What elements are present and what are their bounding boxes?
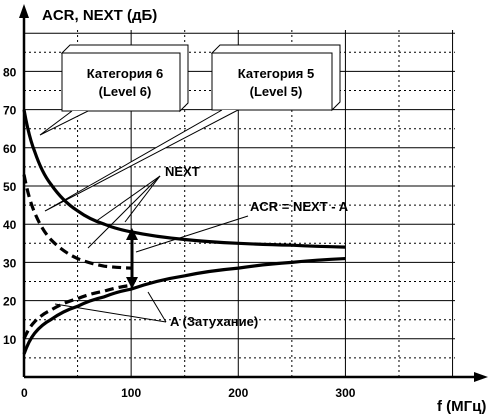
acr-label: ACR = NEXT - A — [250, 199, 349, 214]
y-tick-label: 20 — [3, 295, 17, 309]
callout-cat5-pointer — [44, 109, 239, 212]
y-tick-label: 50 — [3, 180, 17, 194]
y-tick-label: 80 — [3, 65, 17, 79]
callout-cat6-text: Категория 6 — [87, 66, 163, 81]
series-line-next-cat6 — [22, 109, 346, 249]
x-tick-label: 200 — [228, 386, 248, 400]
attenuation-pointer-cat5 — [54, 303, 167, 323]
attenuation-label: A (Затухание) — [170, 314, 258, 329]
callout-cat5-box — [211, 52, 333, 111]
acr-pointer — [135, 215, 249, 253]
y-tick-label: 60 — [3, 142, 17, 156]
y-tick-label: 30 — [3, 256, 17, 270]
callout-cat6 — [39, 44, 189, 136]
callout-cat5-text: Категория 5 — [238, 66, 314, 81]
y-tick-label: 10 — [3, 333, 17, 347]
next-label: NEXT — [165, 164, 200, 179]
y-tick-label: 70 — [3, 104, 17, 118]
acr-arrow-head-up — [126, 228, 138, 240]
x-tick-label: 100 — [121, 386, 141, 400]
series-line-a-затухание--cat5 — [22, 283, 132, 340]
x-tick-label: 0 — [21, 386, 28, 400]
callout-cat5 — [44, 44, 341, 212]
x-tick-label: 300 — [335, 386, 355, 400]
x-axis-arrow — [474, 372, 488, 382]
callout-cat6-pointer — [39, 110, 89, 136]
next-pointer-cat5 — [87, 175, 161, 249]
y-axis-title: ACR, NEXT (дБ) — [42, 7, 157, 24]
attenuation-pointer-cat6 — [147, 291, 167, 323]
acr-arrow-head-down — [126, 277, 138, 289]
callout-cat5-text: (Level 5) — [250, 84, 303, 99]
callout-cat6-box — [61, 52, 181, 112]
series-line-a-затухание--cat6 — [22, 256, 346, 355]
next-pointer-cat6 — [124, 175, 161, 223]
x-axis-title: f (МГц) — [437, 398, 486, 415]
y-tick-label: 40 — [3, 218, 17, 232]
y-axis-arrow — [19, 4, 29, 18]
next-pointer-cat5b — [94, 175, 161, 223]
callout-cat6-text: (Level 6) — [99, 84, 152, 99]
series-line-next-cat5 — [22, 174, 132, 270]
